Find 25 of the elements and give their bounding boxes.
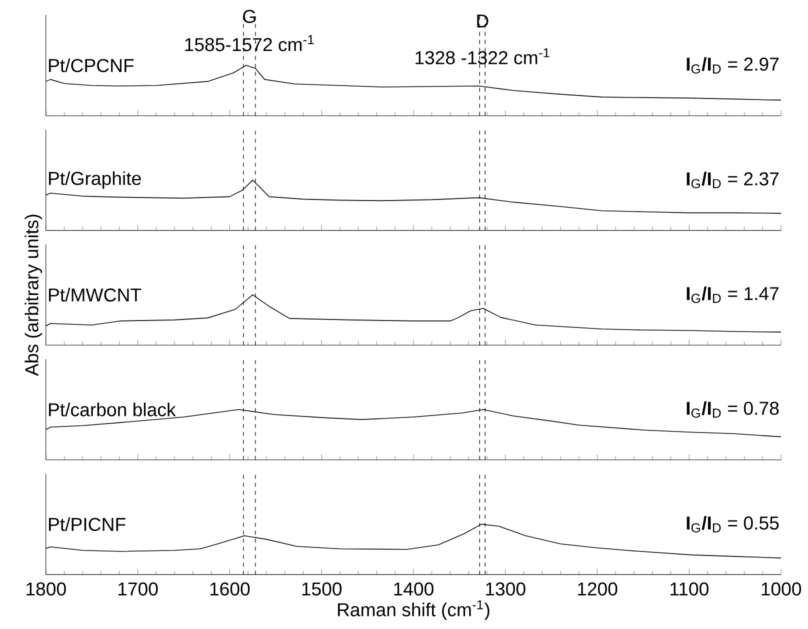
annotation: I$_{G}$/I$_{D}$ = 1.47 (686, 286, 779, 303)
annotation: I$_{G}$/I$_{D}$ = 2.37 (686, 172, 779, 188)
x-tick-label: 1800 (26, 582, 66, 596)
series-label: Pt/CPCNF (49, 58, 134, 72)
text: 1585-1572 cm$^{-1}$ (185, 34, 314, 51)
text: D (477, 14, 488, 28)
series-label: Pt/carbon black (49, 402, 176, 416)
text: 1328 -1322 cm$^{-1}$ (416, 48, 550, 64)
series-label: Pt/PICNF (49, 517, 126, 531)
x-tick-label: 1100 (670, 582, 708, 596)
annotation: I$_{G}$/I$_{D}$ = 0.55 (686, 516, 779, 532)
x-tick-label: 1600 (210, 582, 250, 596)
series-label: Pt/MWCNT (49, 288, 142, 302)
annotation: I$_{G}$/I$_{D}$ = 0.78 (686, 401, 779, 418)
x-tick-label: 1700 (118, 582, 158, 596)
x-tick-label: 1400 (394, 582, 434, 596)
annotation: I$_{G}$/I$_{D}$ = 2.97 (686, 56, 779, 74)
x-tick-label: 1000 (762, 582, 802, 596)
x-tick-label: 1300 (486, 582, 526, 596)
x-tick-label: 1500 (302, 582, 342, 596)
x-tick-label: 1200 (578, 582, 618, 596)
y-axis-title: Abs (arbitrary units) (24, 214, 42, 376)
x-axis-title: Raman shift (cm$^{-1}$) (338, 600, 490, 620)
series-label: Pt/Graphite (49, 171, 141, 188)
text: G (243, 10, 256, 23)
